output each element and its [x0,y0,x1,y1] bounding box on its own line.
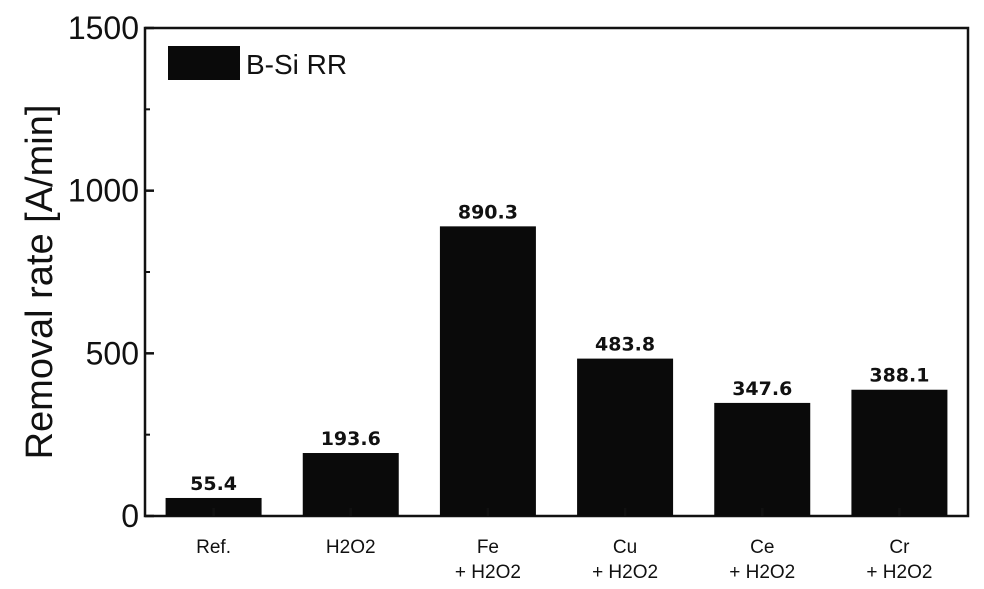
y-tick-label: 1000 [68,173,139,209]
legend-label: B-Si RR [246,49,347,80]
x-tick-label: Cu+ H2O2 [592,537,658,583]
y-tick-label: 1500 [68,10,139,46]
x-tick-label: Ce+ H2O2 [729,537,795,583]
bar [714,403,810,516]
x-tick-label: H2O2 [326,537,376,558]
y-tick-label: 500 [86,335,139,371]
x-axis: Ref. H2O2 Fe+ H2O2 Cu+ H2O2 Ce+ H2O2 Cr+ H2O2 [196,508,932,583]
bar-value-label: 388.1 [869,365,929,387]
plot-frame [145,28,968,516]
bar-value-label: 347.6 [732,378,792,400]
bar-value-label: 55.4 [190,473,237,495]
bar [851,390,947,516]
bar [303,453,399,516]
bar [577,359,673,516]
y-axis: 0 500 1000 1500 [68,10,154,534]
legend-swatch [168,46,240,80]
plot-frame-group [145,28,968,516]
y-axis-label: Removal rate [A/min] [19,105,61,460]
x-tick-label: Cr+ H2O2 [866,537,932,583]
value-labels-group: 55.4 193.6 890.3 483.8 347.6 388.1 [190,201,929,495]
bar [440,226,536,516]
bars-group [166,226,948,516]
bar-value-label: 483.8 [595,334,655,356]
legend: B-Si RR [168,46,347,80]
x-tick-label: Ref. [196,537,231,558]
bar-value-label: 890.3 [458,201,518,223]
bar-value-label: 193.6 [321,428,381,450]
x-tick-label: Fe+ H2O2 [455,537,521,583]
y-tick-label: 0 [121,498,139,534]
